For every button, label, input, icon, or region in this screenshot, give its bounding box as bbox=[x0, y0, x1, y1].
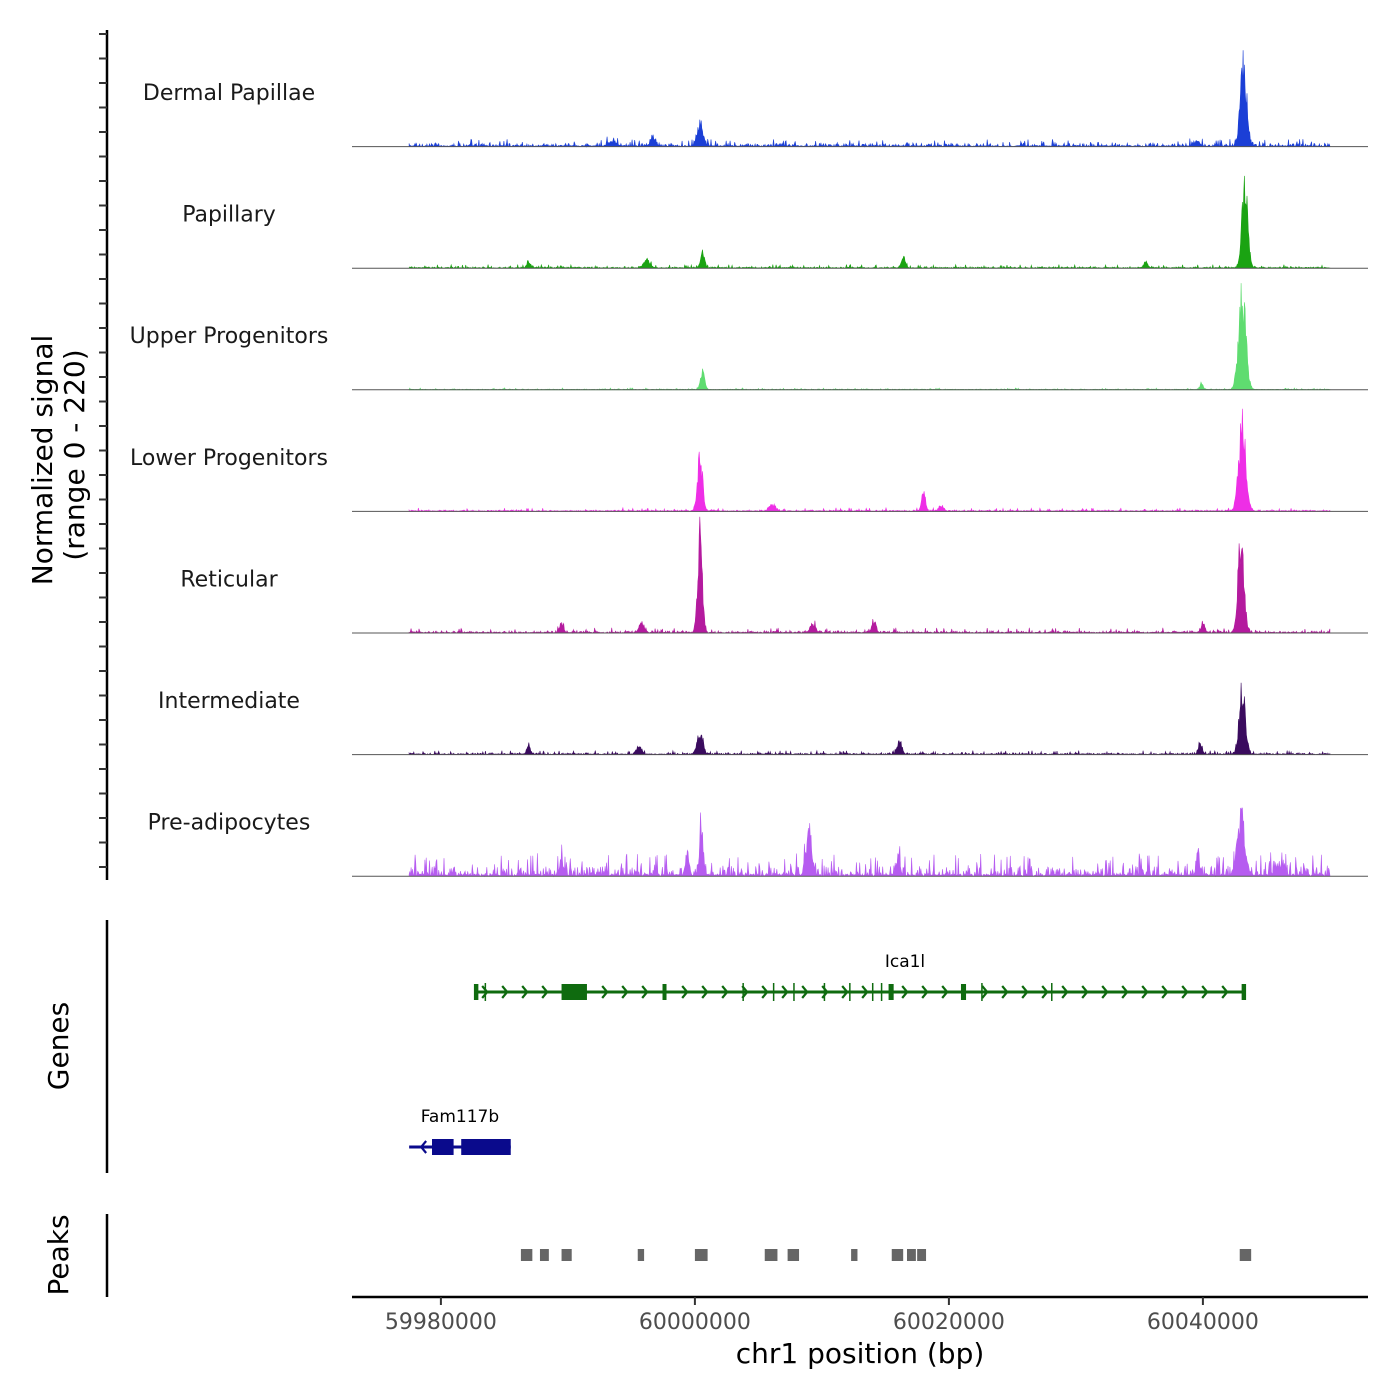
signal-area bbox=[408, 807, 1331, 878]
strand-chevron bbox=[1121, 985, 1129, 999]
peaks-panel bbox=[105, 1214, 1252, 1297]
peak-region bbox=[891, 1249, 904, 1261]
signal-track: Reticular bbox=[180, 516, 1368, 635]
strand-chevron bbox=[801, 985, 809, 999]
gene-label: Ica1l bbox=[885, 952, 925, 972]
track-label: Intermediate bbox=[158, 689, 300, 714]
strand-chevron bbox=[1221, 985, 1229, 999]
track-label: Dermal Papillae bbox=[143, 81, 315, 106]
signal-track: Upper Progenitors bbox=[130, 283, 1368, 391]
x-tick-label: 60040000 bbox=[1147, 1310, 1259, 1335]
gene-exon bbox=[960, 984, 967, 1000]
peak-region bbox=[917, 1249, 927, 1261]
y-axis-range-label: (range 0 - 220) bbox=[58, 349, 91, 560]
gene-annotation-panel: Ica1l Fam117b bbox=[105, 920, 1247, 1173]
strand-chevron bbox=[901, 985, 909, 999]
y-axis-title: Normalized signal bbox=[26, 335, 59, 586]
peak-region bbox=[764, 1249, 778, 1261]
strand-chevron bbox=[641, 985, 649, 999]
strand-chevron bbox=[1061, 985, 1069, 999]
gene-label: Fam117b bbox=[421, 1107, 499, 1127]
strand-chevron bbox=[1141, 985, 1149, 999]
strand-chevron bbox=[1181, 985, 1189, 999]
x-tick-label: 60020000 bbox=[893, 1310, 1005, 1335]
gene-exon bbox=[432, 1139, 454, 1155]
peak-region bbox=[694, 1249, 708, 1261]
gene-exon bbox=[461, 1139, 511, 1155]
x-tick-label: 60000000 bbox=[639, 1310, 751, 1335]
signal-tracks: Dermal Papillae Papillary Upper Progenitor… bbox=[130, 50, 1368, 878]
track-label: Pre-adipocytes bbox=[148, 811, 311, 836]
gene-exon bbox=[473, 984, 479, 1000]
signal-track: Dermal Papillae bbox=[143, 50, 1368, 148]
x-axis-title: chr1 position (bp) bbox=[736, 1337, 985, 1370]
signal-area bbox=[408, 516, 1331, 635]
track-label: Upper Progenitors bbox=[130, 324, 329, 349]
signal-track: Intermediate bbox=[158, 682, 1368, 756]
gene-exon bbox=[888, 984, 894, 1000]
strand-chevron bbox=[921, 985, 929, 999]
strand-chevron bbox=[419, 1140, 427, 1154]
signal-area bbox=[408, 408, 1331, 513]
track-label: Papillary bbox=[182, 203, 276, 228]
gene-model: Fam117b bbox=[409, 1107, 511, 1155]
strand-chevron bbox=[1021, 985, 1029, 999]
strand-chevron bbox=[721, 985, 729, 999]
strand-chevron bbox=[481, 985, 489, 999]
strand-chevron bbox=[1101, 985, 1109, 999]
signal-area bbox=[408, 175, 1331, 269]
peak-region bbox=[637, 1249, 645, 1261]
peak-region bbox=[787, 1249, 800, 1261]
peak-region bbox=[520, 1249, 533, 1261]
signal-area bbox=[408, 682, 1331, 756]
gene-model: Ica1l bbox=[473, 952, 1247, 1001]
strand-chevron bbox=[1081, 985, 1089, 999]
gene-exon bbox=[662, 984, 667, 1000]
peaks-panel-label: Peaks bbox=[42, 1214, 75, 1295]
signal-track: Lower Progenitors bbox=[130, 408, 1368, 513]
signal-y-axis bbox=[99, 30, 109, 880]
gene-exon bbox=[1241, 984, 1247, 1000]
gene-exon bbox=[561, 984, 587, 1000]
peak-region bbox=[851, 1249, 858, 1261]
signal-track: Pre-adipocytes bbox=[148, 807, 1368, 878]
signal-track: Papillary bbox=[182, 175, 1368, 269]
strand-chevron bbox=[501, 985, 509, 999]
peak-region bbox=[906, 1249, 916, 1261]
signal-area bbox=[408, 50, 1331, 148]
strand-chevron bbox=[1041, 985, 1049, 999]
strand-chevron bbox=[941, 985, 949, 999]
strand-chevron bbox=[621, 985, 629, 999]
strand-chevron bbox=[681, 985, 689, 999]
peak-region bbox=[539, 1249, 549, 1261]
track-label: Reticular bbox=[180, 567, 278, 592]
peak-region bbox=[1239, 1249, 1252, 1261]
signal-area bbox=[408, 283, 1331, 391]
strand-chevron bbox=[1161, 985, 1169, 999]
strand-chevron bbox=[541, 985, 549, 999]
strand-chevron bbox=[521, 985, 529, 999]
peak-region bbox=[561, 1249, 572, 1261]
strand-chevron bbox=[601, 985, 609, 999]
x-axis: 59980000 60000000 60020000 60040000 bbox=[352, 1295, 1368, 1335]
x-tick-label: 59980000 bbox=[385, 1310, 497, 1335]
strand-chevron bbox=[861, 985, 869, 999]
genes-panel-label: Genes bbox=[42, 1002, 75, 1090]
strand-chevron bbox=[701, 985, 709, 999]
strand-chevron bbox=[1201, 985, 1209, 999]
strand-chevron bbox=[761, 985, 769, 999]
track-label: Lower Progenitors bbox=[130, 446, 328, 471]
strand-chevron bbox=[981, 985, 989, 999]
strand-chevron bbox=[841, 985, 849, 999]
strand-chevron bbox=[1001, 985, 1009, 999]
strand-chevron bbox=[781, 985, 789, 999]
